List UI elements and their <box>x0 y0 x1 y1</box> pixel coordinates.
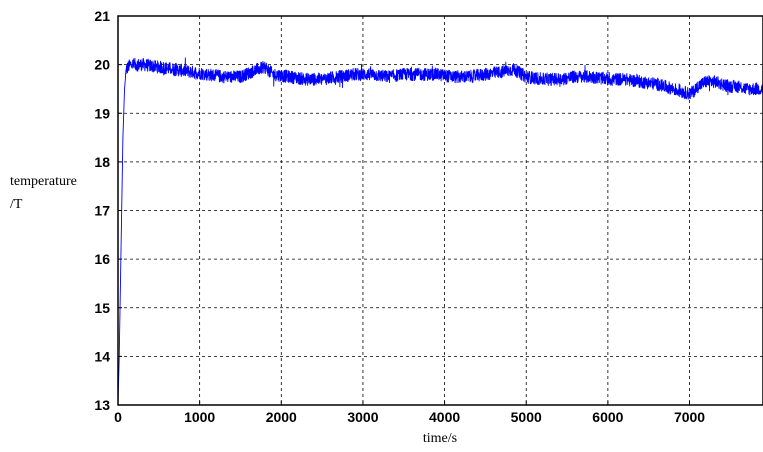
x-tick-label-3000: 3000 <box>347 409 378 425</box>
plot-area <box>117 57 763 406</box>
temperature-series-line <box>117 57 763 406</box>
x-axis-label: time/s <box>423 431 457 446</box>
x-tick-label-6000: 6000 <box>592 409 623 425</box>
y-tick-label-14: 14 <box>94 348 110 364</box>
x-tick-label-5000: 5000 <box>511 409 542 425</box>
x-tick-label-7000: 7000 <box>674 409 705 425</box>
x-tick-label-4000: 4000 <box>429 409 460 425</box>
x-tick-label-0: 0 <box>114 409 122 425</box>
x-tick-label-1000: 1000 <box>184 409 215 425</box>
grid-lines <box>118 16 763 405</box>
y-axis-ticks: 13 14 15 16 17 18 19 20 21 <box>94 8 122 413</box>
y-axis-label-line2: /T <box>10 197 23 212</box>
y-tick-label-18: 18 <box>94 154 110 170</box>
y-tick-label-20: 20 <box>94 57 110 73</box>
y-tick-label-21: 21 <box>94 8 110 24</box>
y-tick-label-16: 16 <box>94 251 110 267</box>
y-tick-label-17: 17 <box>94 203 110 219</box>
y-tick-label-19: 19 <box>94 105 110 121</box>
x-tick-label-2000: 2000 <box>266 409 297 425</box>
x-axis-ticks: 0 1000 2000 3000 4000 5000 6000 7000 <box>114 401 705 425</box>
y-axis-label-line1: temperature <box>10 174 77 189</box>
y-tick-label-13: 13 <box>94 397 110 413</box>
y-tick-label-15: 15 <box>94 300 110 316</box>
